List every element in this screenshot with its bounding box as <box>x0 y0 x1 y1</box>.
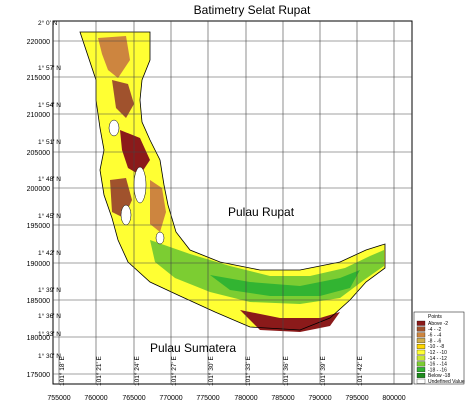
longitude-label: 101° 30' E <box>207 355 215 386</box>
x-tick-label: 790000 <box>308 395 331 402</box>
y-tick-label: 190000 <box>27 261 50 268</box>
island-4 <box>155 231 165 245</box>
latitude-label: 1° 45' N <box>38 212 61 220</box>
longitude-label: 101° 42' E <box>356 355 364 386</box>
shallow-north-1 <box>98 36 130 78</box>
legend-label: -4 - -2 <box>428 327 442 333</box>
channel-outline <box>79 31 386 331</box>
vertical-gridlines <box>58 21 395 384</box>
y-tick-label: 180000 <box>27 335 50 342</box>
y-tick-label: 185000 <box>27 298 50 305</box>
island-2 <box>133 166 147 204</box>
shallow-north-2 <box>112 80 134 118</box>
legend-swatch <box>416 361 426 367</box>
place-label-rupat: Pulau Rupat <box>228 205 295 219</box>
legend-label: -16 - -14 <box>428 362 447 368</box>
latitude-label: 1° 57' N <box>38 64 61 72</box>
y-tick-label: 220000 <box>27 39 50 46</box>
legend-swatch <box>416 326 426 332</box>
latitude-label: 1° 36' N <box>38 312 61 320</box>
map-title: Batimetry Selat Rupat <box>194 3 311 17</box>
y-tick-label: 210000 <box>27 112 50 119</box>
legend-title: Points <box>428 314 442 320</box>
latitude-label: 1° 51' N <box>38 138 61 146</box>
legend-label: -18 - -16 <box>428 367 447 373</box>
x-tick-label: 770000 <box>159 395 182 402</box>
x-tick-label: 795000 <box>345 395 368 402</box>
latitude-label: 1° 39' N <box>38 286 61 294</box>
shallow-south <box>240 310 340 332</box>
y-tick-label: 200000 <box>27 186 50 193</box>
longitude-label: 101° 27' E <box>170 355 178 386</box>
x-tick-labels: 755000 760000 765000 770000 775000 78000… <box>47 395 405 402</box>
legend-swatch <box>416 332 426 338</box>
y-tick-labels: 220000 215000 210000 205000 200000 19500… <box>27 39 50 379</box>
longitude-label: 101° 18' E <box>58 355 66 386</box>
latitude-label: 1° 42' N <box>38 249 61 257</box>
legend-swatch <box>416 378 426 384</box>
legend-label: -8 - -6 <box>428 338 442 344</box>
latitude-label: 1° 33' N <box>38 330 61 338</box>
shallow-mid-2 <box>150 180 166 232</box>
legend-swatch <box>416 320 426 326</box>
legend-label: Below -18 <box>428 373 450 379</box>
latitude-label: 2° 0' N <box>38 19 58 27</box>
latitude-labels: 2° 0' N 1° 57' N 1° 54' N 1° 51' N 1° 48… <box>38 19 61 360</box>
legend-swatch <box>416 373 426 378</box>
shallow-north-3 <box>120 130 150 175</box>
legend-label: -10 - -8 <box>428 344 444 350</box>
longitude-label: 101° 33' E <box>244 355 252 386</box>
island-1 <box>108 119 120 137</box>
longitude-labels: 101° 18' E 101° 21' E 101° 24' E 101° 27… <box>58 355 364 386</box>
legend-label: Above -2 <box>428 321 448 327</box>
x-tick-label: 765000 <box>122 395 145 402</box>
longitude-label: 101° 36' E <box>282 355 290 386</box>
y-tick-label: 195000 <box>27 223 50 230</box>
legend-swatch <box>416 338 426 344</box>
legend-label: -6 - -4 <box>428 333 442 339</box>
island-3 <box>120 204 132 226</box>
legend-swatch <box>416 349 426 355</box>
channel-bathymetry <box>79 31 386 332</box>
x-tick-label: 755000 <box>47 395 70 402</box>
y-tick-label: 175000 <box>27 372 50 379</box>
deep-south-dark <box>210 270 360 296</box>
x-tick-label: 785000 <box>271 395 294 402</box>
place-label-sumatera: Pulau Sumatera <box>150 341 236 355</box>
latitude-label: 1° 54' N <box>38 101 61 109</box>
x-tick-label: 780000 <box>234 395 257 402</box>
x-tick-label: 800000 <box>382 395 405 402</box>
x-tick-label: 760000 <box>84 395 107 402</box>
y-tick-label: 205000 <box>27 150 50 157</box>
latitude-label: 1° 48' N <box>38 175 61 183</box>
longitude-label: 101° 39' E <box>319 355 327 386</box>
longitude-label: 101° 21' E <box>95 355 103 386</box>
horizontal-gridlines <box>53 40 412 375</box>
legend: Points Above -2-4 - -2-6 - -4-8 - -6-10 … <box>413 311 465 385</box>
y-tick-label: 215000 <box>27 75 50 82</box>
legend-swatch <box>416 367 426 373</box>
legend-label: Undefined Value <box>428 379 465 385</box>
latitude-label: 1° 30' N <box>38 352 61 360</box>
legend-label: -14 - -12 <box>428 356 447 362</box>
legend-swatch <box>416 355 426 361</box>
x-tick-label: 775000 <box>196 395 219 402</box>
longitude-label: 101° 24' E <box>133 355 141 386</box>
legend-label: -12 - -10 <box>428 350 447 356</box>
legend-swatch <box>416 344 426 349</box>
